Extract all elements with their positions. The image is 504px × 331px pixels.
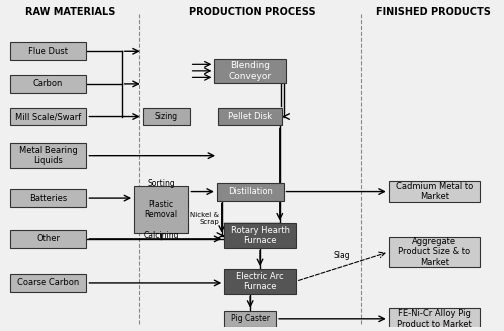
Text: Cadmium Metal to
Market: Cadmium Metal to Market [396,182,473,201]
FancyBboxPatch shape [389,181,480,202]
Text: Sorting

Plastic
Removal

Calcining: Sorting Plastic Removal Calcining [144,179,179,240]
FancyBboxPatch shape [10,42,86,60]
FancyBboxPatch shape [224,311,276,327]
Text: Coarse Carbon: Coarse Carbon [17,278,79,287]
Text: Distillation: Distillation [228,187,273,196]
Text: Nickel &
Scrap: Nickel & Scrap [191,212,219,224]
FancyBboxPatch shape [389,308,480,329]
FancyBboxPatch shape [143,108,190,125]
FancyBboxPatch shape [10,75,86,93]
Text: PRODUCTION PROCESS: PRODUCTION PROCESS [190,7,316,17]
Text: Carbon: Carbon [33,79,64,88]
Text: Mill Scale/Swarf: Mill Scale/Swarf [15,112,81,121]
FancyBboxPatch shape [218,108,282,125]
FancyBboxPatch shape [217,183,284,201]
Text: Other: Other [36,234,60,243]
FancyBboxPatch shape [224,269,296,294]
Text: Sizing: Sizing [155,112,178,121]
Text: Flue Dust: Flue Dust [28,47,68,56]
FancyBboxPatch shape [10,143,86,168]
FancyBboxPatch shape [389,237,480,266]
Text: Electric Arc
Furnace: Electric Arc Furnace [236,272,284,291]
FancyBboxPatch shape [10,230,86,248]
Text: Pig Caster: Pig Caster [231,314,270,323]
Text: Slag: Slag [334,251,351,260]
FancyBboxPatch shape [134,186,188,233]
FancyBboxPatch shape [214,59,286,83]
Text: Batteries: Batteries [29,194,67,203]
Text: Blending
Conveyor: Blending Conveyor [229,61,272,80]
Text: Metal Bearing
Liquids: Metal Bearing Liquids [19,146,78,166]
Text: RAW MATERIALS: RAW MATERIALS [25,7,115,17]
Text: FINISHED PRODUCTS: FINISHED PRODUCTS [375,7,490,17]
Text: Pellet Disk: Pellet Disk [228,112,272,121]
FancyBboxPatch shape [10,189,86,207]
Text: Aggregate
Product Size & to
Market: Aggregate Product Size & to Market [398,237,471,267]
FancyBboxPatch shape [10,108,86,125]
FancyBboxPatch shape [224,223,296,248]
FancyBboxPatch shape [10,274,86,292]
Text: Rotary Hearth
Furnace: Rotary Hearth Furnace [230,226,289,245]
Text: FE-Ni-Cr Alloy Pig
Product to Market: FE-Ni-Cr Alloy Pig Product to Market [397,309,472,329]
